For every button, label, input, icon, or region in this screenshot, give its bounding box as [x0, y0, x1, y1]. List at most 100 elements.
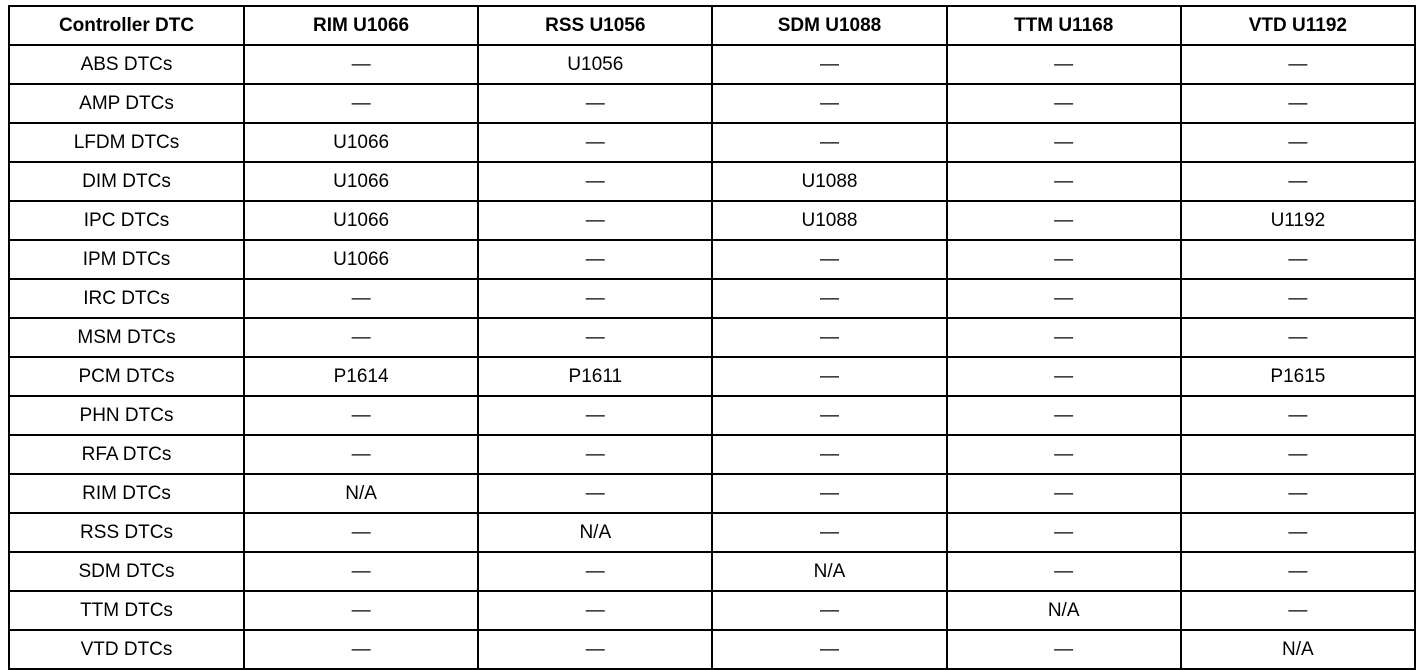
row-label-cell: IRC DTCs	[8, 278, 245, 319]
row-label-cell: SDM DTCs	[8, 551, 245, 592]
table-cell: —	[1179, 161, 1417, 202]
table-cell: —	[711, 317, 948, 358]
table-row: LFDM DTCs U1066— — — —	[8, 122, 1417, 163]
row-label-cell: RFA DTCs	[8, 434, 245, 475]
table-row: TTM DTCs — — — N/A —	[8, 590, 1417, 631]
table-row: IPC DTCs U1066— U1088— U1192	[8, 200, 1417, 241]
table-cell: —	[242, 83, 480, 124]
row-label-cell: IPM DTCs	[8, 239, 245, 280]
table-cell: —	[242, 590, 480, 631]
table-row: AMP DTCs — — — — —	[8, 83, 1417, 124]
table-cell: —	[711, 356, 948, 397]
table-cell: —	[1179, 278, 1417, 319]
table-cell: —	[1179, 395, 1417, 436]
table-cell: U1066	[242, 239, 480, 280]
table-cell: —	[477, 395, 714, 436]
table-cell: P1611	[477, 356, 714, 397]
column-header: RSS U1056	[477, 5, 714, 46]
table-cell: —	[945, 161, 1182, 202]
table-cell: —	[477, 473, 714, 514]
table-cell: N/A	[945, 590, 1182, 631]
table-cell: —	[1179, 239, 1417, 280]
table-cell: N/A	[1179, 629, 1417, 670]
table-row: RFA DTCs — — — — —	[8, 434, 1417, 475]
table-cell: —	[711, 44, 948, 85]
table-row: SDM DTCs — — N/A — —	[8, 551, 1417, 592]
row-label-cell: PHN DTCs	[8, 395, 245, 436]
table-cell: —	[945, 278, 1182, 319]
table-cell: —	[1179, 434, 1417, 475]
table-row: IPM DTCs U1066— — — —	[8, 239, 1417, 280]
row-label-cell: TTM DTCs	[8, 590, 245, 631]
table-cell: —	[477, 83, 714, 124]
table-cell: —	[945, 44, 1182, 85]
table-cell: —	[242, 395, 480, 436]
table-cell: —	[477, 200, 714, 241]
table-cell: —	[945, 200, 1182, 241]
table-row: IRC DTCs — — — — —	[8, 278, 1417, 319]
table-cell: —	[945, 512, 1182, 553]
table-cell: U1066	[242, 161, 480, 202]
table-cell: U1056	[477, 44, 714, 85]
table-cell: —	[1179, 317, 1417, 358]
table-cell: —	[477, 317, 714, 358]
table-cell: —	[711, 512, 948, 553]
column-header: VTD U1192	[1179, 5, 1417, 46]
table-row: RSS DTCs — N/A — — —	[8, 512, 1417, 553]
table-cell: —	[1179, 551, 1417, 592]
table-cell: —	[477, 434, 714, 475]
table-cell: —	[1179, 473, 1417, 514]
row-label-cell: RSS DTCs	[8, 512, 245, 553]
table-cell: —	[242, 434, 480, 475]
table-cell: —	[945, 356, 1182, 397]
column-header: TTM U1168	[945, 5, 1182, 46]
table-cell: —	[477, 122, 714, 163]
table-cell: U1066	[242, 200, 480, 241]
header-row: Controller DTC RIM U1066 RSS U1056 SDM U108…	[8, 5, 1417, 46]
table-cell: —	[242, 551, 480, 592]
table-cell: —	[945, 239, 1182, 280]
row-label-cell: VTD DTCs	[8, 629, 245, 670]
table-cell: —	[945, 629, 1182, 670]
row-label-cell: IPC DTCs	[8, 200, 245, 241]
column-header: SDM U1088	[711, 5, 948, 46]
table-cell: —	[477, 590, 714, 631]
table-cell: —	[711, 83, 948, 124]
table-cell: N/A	[242, 473, 480, 514]
table-cell: —	[477, 239, 714, 280]
table-cell: —	[711, 434, 948, 475]
row-label-cell: AMP DTCs	[8, 83, 245, 124]
table-cell: —	[1179, 44, 1417, 85]
table-cell: —	[242, 317, 480, 358]
table-cell: —	[945, 317, 1182, 358]
row-label-cell: RIM DTCs	[8, 473, 245, 514]
table-cell: —	[711, 473, 948, 514]
table-row: RIM DTCs N/A — — — —	[8, 473, 1417, 514]
table-cell: —	[711, 239, 948, 280]
table-cell: —	[477, 629, 714, 670]
table-cell: —	[711, 629, 948, 670]
table-cell: —	[1179, 590, 1417, 631]
column-header: RIM U1066	[242, 5, 480, 46]
table-row: MSM DTCs — — — — —	[8, 317, 1417, 358]
table-cell: U1088	[711, 161, 948, 202]
table-cell: —	[945, 434, 1182, 475]
row-label-cell: PCM DTCs	[8, 356, 245, 397]
table-cell: —	[242, 44, 480, 85]
table-cell: —	[711, 122, 948, 163]
table-cell: U1192	[1179, 200, 1417, 241]
table-cell: U1066	[242, 122, 480, 163]
table-cell: —	[242, 629, 480, 670]
table-row: PHN DTCs — — — — —	[8, 395, 1417, 436]
table-row: VTD DTCs — — — — N/A	[8, 629, 1417, 670]
table-body: ABS DTCs — U1056— — — AMP DTCs — — — — — LFDM DTCs U…	[8, 44, 1417, 670]
table-row: ABS DTCs — U1056— — —	[8, 44, 1417, 85]
table-cell: N/A	[477, 512, 714, 553]
table-cell: —	[945, 122, 1182, 163]
table-cell: —	[477, 161, 714, 202]
row-label-cell: DIM DTCs	[8, 161, 245, 202]
table-header: Controller DTC RIM U1066 RSS U1056 SDM U108…	[8, 5, 1417, 46]
table-cell: —	[242, 278, 480, 319]
table-cell: —	[477, 551, 714, 592]
table-cell: —	[1179, 122, 1417, 163]
